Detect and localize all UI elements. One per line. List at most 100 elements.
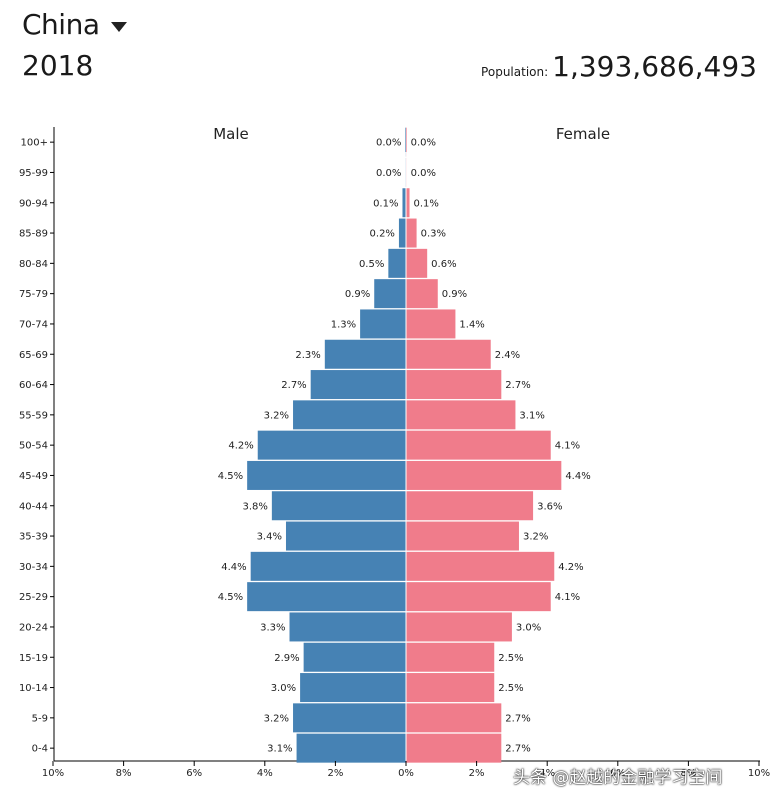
y-tick-label: 85-89 [19,229,48,240]
bar-male [247,460,406,490]
x-tick-label: 6% [186,768,202,779]
data-label-male: 2.7% [281,380,306,391]
x-tick-label: 8% [680,768,696,779]
series-label-male: Male [213,125,249,143]
y-tick-label: 35-39 [19,532,48,543]
bar-male [398,218,406,248]
bar-male [300,673,406,703]
bar-male [250,551,406,581]
bar-male [271,491,406,521]
bar-male [388,248,406,278]
y-tick-label: 95-99 [19,168,48,179]
data-label-male: 0.0% [376,168,401,179]
bar-female [406,127,407,157]
data-label-female: 4.2% [558,562,583,573]
data-label-male: 4.5% [218,592,243,603]
y-tick-label: 0-4 [32,744,48,755]
bar-male [374,279,406,309]
data-label-female: 0.1% [414,198,439,209]
data-label-female: 2.7% [505,380,530,391]
bar-female [406,733,502,763]
x-tick-label: 2% [327,768,343,779]
bar-female [406,551,555,581]
y-tick-label: 40-44 [19,501,48,512]
data-label-male: 4.5% [218,471,243,482]
series-label-female: Female [556,125,610,143]
bar-male [289,612,406,642]
data-label-male: 3.4% [257,532,282,543]
bar-male [324,339,406,369]
data-label-male: 3.8% [242,501,267,512]
bar-female [406,491,534,521]
x-tick-label: 4% [257,768,273,779]
bar-male [247,582,406,612]
bar-female [406,218,417,248]
data-label-male: 2.9% [274,653,299,664]
data-label-male: 3.3% [260,622,285,633]
bar-male [402,188,406,218]
data-label-female: 2.4% [495,350,520,361]
data-label-female: 4.1% [555,592,580,603]
data-label-female: 0.9% [442,289,467,300]
data-label-female: 3.0% [516,622,541,633]
bar-female [406,248,428,278]
x-tick-label: 10% [748,768,770,779]
y-tick-label: 80-84 [19,259,48,270]
x-tick-label: 2% [469,768,485,779]
bar-female [406,339,491,369]
data-label-male: 0.1% [373,198,398,209]
data-label-female: 3.6% [537,501,562,512]
country-name: China [22,8,100,41]
y-tick-label: 60-64 [19,380,48,391]
watermark: 头条 @赵越的金融学习空间 [513,768,723,788]
data-label-female: 3.1% [519,410,544,421]
data-label-female: 0.3% [421,229,446,240]
bar-male [360,309,406,339]
bar-male [310,370,406,400]
bar-male [296,733,406,763]
x-tick-label: 0% [398,768,414,779]
data-label-female: 2.5% [498,653,523,664]
population-label: Population: [481,65,549,79]
bar-male [303,642,406,672]
bar-female [406,370,502,400]
bar-female [406,188,410,218]
country-selector[interactable]: China [22,8,128,41]
data-label-female: 0.0% [411,168,436,179]
y-tick-label: 55-59 [19,410,48,421]
data-label-female: 2.7% [505,713,530,724]
data-label-male: 0.0% [376,138,401,149]
caret-down-icon[interactable] [111,21,128,32]
x-tick-label: 8% [116,768,132,779]
data-label-female: 2.7% [505,744,530,755]
bar-male [257,430,406,460]
bar-female [406,673,495,703]
bar-female [406,400,516,430]
bar-female [406,430,551,460]
bar-male [293,400,406,430]
data-label-female: 4.4% [565,471,590,482]
y-tick-label: 50-54 [19,441,48,452]
y-tick-label: 90-94 [19,198,48,209]
bar-female [406,521,519,551]
y-tick-label: 10-14 [19,683,48,694]
data-label-female: 1.4% [459,319,484,330]
data-label-male: 0.2% [370,229,395,240]
data-label-male: 3.0% [271,683,296,694]
bar-female [406,460,562,490]
x-tick-label: 10% [42,768,64,779]
data-label-male: 0.9% [345,289,370,300]
data-label-male: 3.2% [264,410,289,421]
data-label-male: 1.3% [331,319,356,330]
data-label-male: 2.3% [295,350,320,361]
data-label-male: 4.2% [228,441,253,452]
y-tick-label: 45-49 [19,471,48,482]
data-label-male: 4.4% [221,562,246,573]
bar-male [293,703,406,733]
bar-male [405,127,406,157]
y-tick-label: 65-69 [19,350,48,361]
data-label-female: 2.5% [498,683,523,694]
data-label-male: 0.5% [359,259,384,270]
y-tick-label: 5-9 [32,713,48,724]
y-tick-label: 30-34 [19,562,48,573]
